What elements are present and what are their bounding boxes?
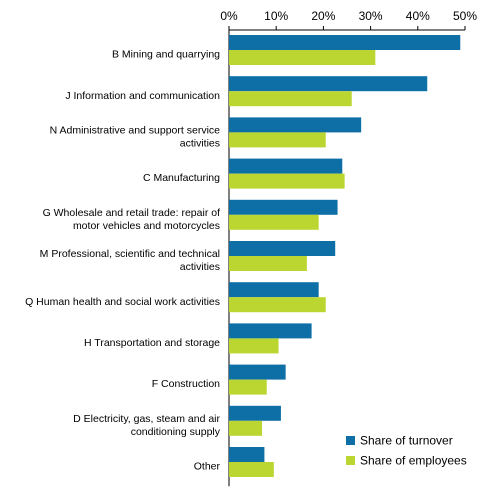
legend-swatch-turnover	[346, 436, 355, 445]
bar-employees	[229, 50, 376, 65]
category-label-line: G Wholesale and retail trade: repair of	[43, 207, 221, 219]
bar-turnover	[229, 447, 265, 462]
category-label: G Wholesale and retail trade: repair of m…	[43, 207, 221, 232]
x-tick-label: 30%	[359, 9, 383, 23]
category-label-line: J Information and communication	[65, 90, 220, 102]
bar-turnover	[229, 158, 343, 174]
bar-employees	[229, 297, 326, 313]
x-tick-label: 0%	[220, 9, 238, 23]
category-label-line: M Professional, scientific and technical	[40, 248, 220, 260]
category-label-line: Q Human health and social work activitie…	[25, 296, 220, 308]
x-tick-label: 40%	[406, 9, 430, 23]
bar-employees	[229, 256, 307, 271]
plot-area	[229, 35, 461, 477]
x-tick-label: 10%	[264, 9, 288, 23]
bar-turnover	[229, 199, 338, 215]
x-tick-label: 20%	[311, 9, 335, 23]
bar-turnover	[229, 282, 319, 298]
category-label-line: activities	[180, 138, 220, 150]
category-label: C Manufacturing	[143, 172, 220, 184]
legend-swatch-employees	[346, 456, 355, 465]
bar-employees	[229, 132, 326, 148]
bar-employees	[229, 462, 274, 477]
category-label: J Information and communication	[65, 90, 220, 102]
category-label: Q Human health and social work activitie…	[25, 296, 220, 308]
bar-employees	[229, 338, 279, 354]
legend-label-turnover: Share of turnover	[360, 434, 453, 448]
bar-turnover	[229, 35, 461, 50]
bar-turnover	[229, 364, 286, 380]
category-axis: B Mining and quarrying J Information and …	[25, 49, 221, 473]
category-label: F Construction	[152, 378, 220, 390]
category-label-line: Other	[194, 461, 221, 473]
category-label: D Electricity, gas, steam and air conditi…	[73, 413, 221, 438]
legend: Share of turnover Share of employees	[346, 434, 467, 468]
bar-employees	[229, 379, 267, 395]
category-label: B Mining and quarrying	[112, 49, 220, 61]
category-label-line: motor vehicles and motorcycles	[73, 220, 220, 232]
legend-label-employees: Share of employees	[360, 454, 467, 468]
category-label-line: activities	[180, 261, 220, 273]
bar-employees	[229, 214, 319, 230]
category-label-line: N Administrative and support service	[50, 125, 221, 137]
category-label-line: B Mining and quarrying	[112, 49, 220, 61]
category-label: N Administrative and support service acti…	[50, 125, 221, 150]
category-label-line: D Electricity, gas, steam and air	[73, 413, 220, 425]
bar-turnover	[229, 241, 336, 256]
x-tick-label: 50%	[453, 9, 477, 23]
bar-turnover	[229, 76, 428, 92]
bar-turnover	[229, 323, 312, 339]
category-label: H Transportation and storage	[84, 337, 220, 349]
category-label-line: F Construction	[152, 378, 220, 390]
category-label-line: conditioning supply	[131, 426, 221, 438]
category-label-line: H Transportation and storage	[84, 337, 220, 349]
bar-turnover	[229, 405, 281, 421]
category-label-line: C Manufacturing	[143, 172, 220, 184]
bar-employees	[229, 420, 263, 436]
category-label: Other	[194, 461, 221, 473]
bar-employees	[229, 91, 352, 107]
bar-turnover	[229, 117, 362, 133]
category-label: M Professional, scientific and technical…	[40, 248, 220, 273]
bar-employees	[229, 173, 345, 189]
